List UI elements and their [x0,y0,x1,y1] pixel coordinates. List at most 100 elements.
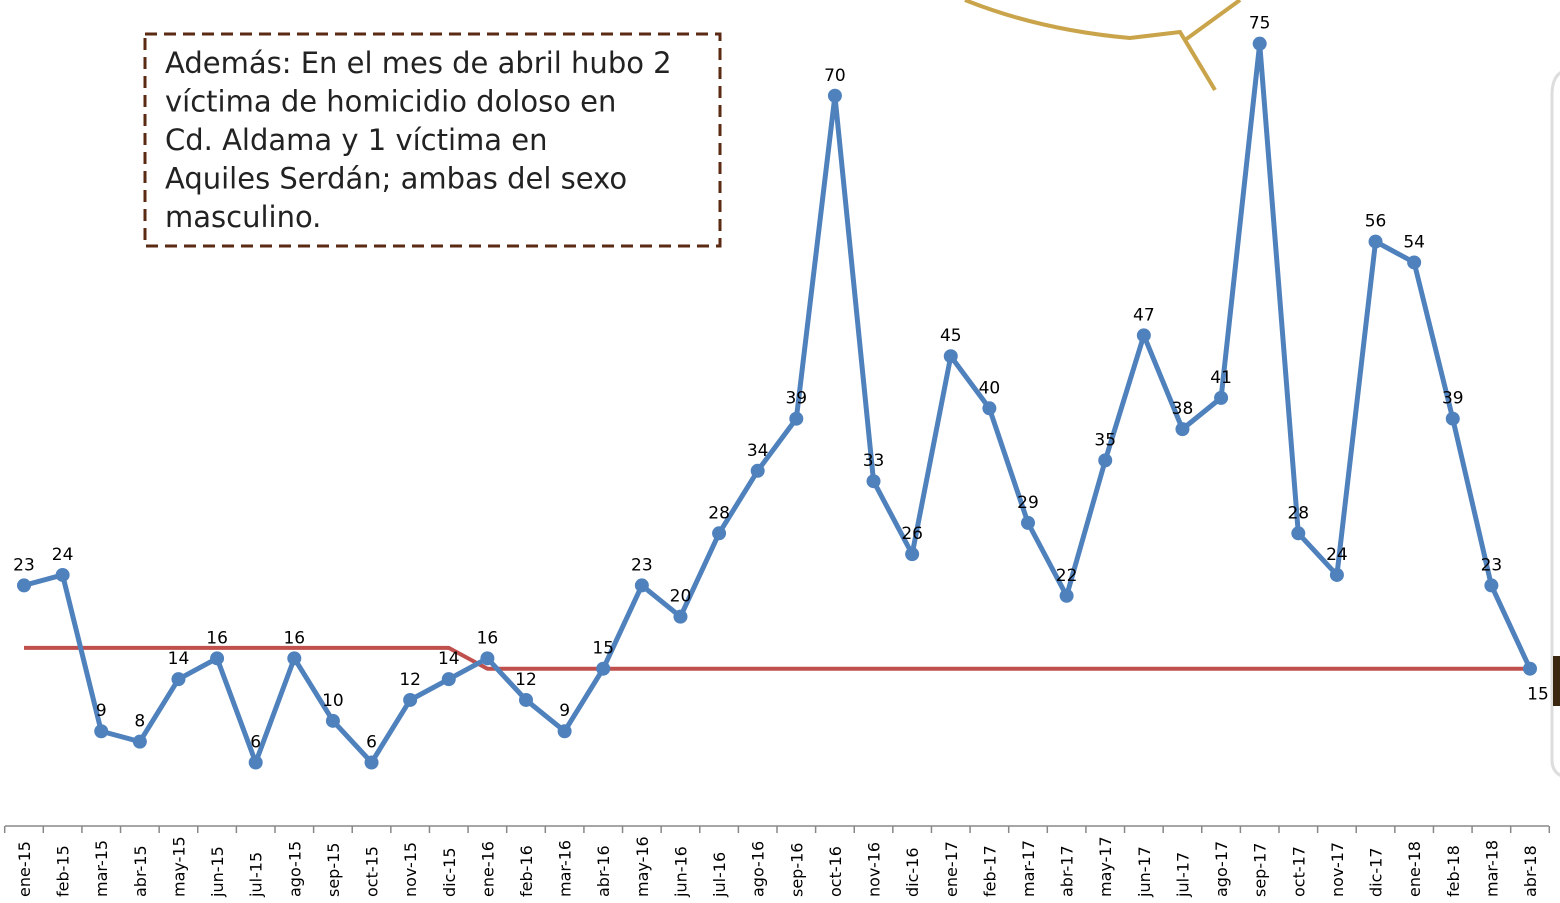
x-tick-label: dic-17 [1367,847,1386,897]
point [1368,234,1383,249]
annotation-line: Aquiles Serdán; ambas del sexo [165,162,627,196]
data-label: 23 [1481,555,1503,575]
point [1021,515,1035,530]
point [480,651,495,666]
x-tick-label: sep-16 [787,843,806,897]
point [1059,588,1074,603]
point [905,547,920,562]
point [827,88,842,103]
point [210,651,225,666]
data-label: 26 [901,524,923,544]
data-label: 28 [1287,503,1309,523]
x-tick-label: sep-15 [324,843,343,897]
x-tick-label: ene-18 [1405,841,1424,897]
x-tick-label: may-16 [633,836,652,897]
data-label: 10 [322,691,344,711]
annotation-line: Cd. Aldama y 1 víctima en [165,123,548,157]
data-label: 14 [168,649,190,669]
point [55,567,70,582]
data-label: 70 [824,66,846,86]
x-tick-label: oct-15 [363,846,382,897]
annotation-line: Además: En el mes de abril hubo 2 [165,46,672,80]
data-label: 56 [1365,212,1387,232]
data-label: 16 [283,628,305,648]
x-tick-label: ago-16 [749,841,768,897]
data-label: 9 [96,701,107,721]
x-tick-label: abr-16 [594,845,613,897]
point [1523,661,1537,676]
annotation-line: víctima de homicidio doloso en [165,85,616,119]
data-label: 16 [206,628,228,648]
annotation-line: masculino. [165,200,321,234]
x-tick-label: mar-16 [556,840,575,897]
point [171,672,186,687]
x-tick-label: nov-15 [401,842,420,897]
x-tick-label: feb-15 [54,845,73,897]
data-label: 75 [1249,14,1271,34]
point [1291,526,1306,541]
data-label: 33 [863,451,885,471]
point [712,526,727,541]
point [519,692,533,707]
x-tick-label: oct-16 [826,846,845,897]
point [403,692,418,707]
point [1252,36,1267,51]
decor-bubble [964,0,1242,92]
point [287,651,302,666]
data-label: 54 [1403,232,1425,252]
annotation: Además: En el mes de abril hubo 2 víctima… [165,46,672,234]
data-label: 28 [708,503,730,523]
data-label: 9 [559,701,570,721]
x-tick-label: ene-17 [942,841,961,897]
series-line [23,41,1533,765]
data-label: 29 [1017,493,1039,513]
x-tick-label: ago-15 [285,841,304,897]
point [596,661,611,676]
x-tick-label: dic-15 [440,847,459,897]
point [94,724,109,739]
point [673,609,688,624]
point [1175,422,1190,437]
data-label: 16 [477,628,499,648]
x-tick-label: may-15 [169,836,188,897]
data-label: 34 [747,441,769,461]
point [943,349,958,364]
data-label: 6 [250,732,261,752]
point [1098,453,1113,468]
x-tick-label: mar-17 [1019,840,1038,897]
data-label: 15 [1527,685,1549,705]
point [17,578,31,593]
data-label: 41 [1210,368,1232,388]
x-tick-label: feb-17 [980,845,999,897]
data-label: 35 [1094,430,1116,450]
series-line [24,645,1530,671]
data-label: 6 [366,732,377,752]
data-label: 23 [631,555,653,575]
x-tick-label: jun-17 [1135,846,1154,898]
data-label: 40 [979,378,1001,398]
x-tick-label: feb-16 [517,845,536,897]
x-tick-label: jul-16 [710,852,729,898]
point [1407,255,1422,270]
x-tick-label: abr-17 [1058,845,1077,897]
data-label: 24 [1326,545,1348,565]
point [1214,390,1229,405]
point [364,755,379,770]
data-label: 38 [1172,399,1194,419]
point [789,411,804,426]
x-tick-label: mar-15 [92,840,111,897]
point [1136,328,1151,343]
data-label: 39 [785,389,807,409]
x-tick-label: may-17 [1096,836,1115,897]
point [634,578,649,593]
x-tick-label: ene-15 [15,841,34,897]
data-label: 45 [940,326,962,346]
point [1445,411,1460,426]
x-tick-label: ago-17 [1212,841,1231,897]
point [1329,567,1344,582]
x-tick-label: feb-18 [1444,845,1463,897]
point [441,672,456,687]
x-tick-label: oct-17 [1289,846,1308,897]
x-tick-label: abr-18 [1521,845,1540,897]
x-tick-label: jul-15 [247,852,266,898]
